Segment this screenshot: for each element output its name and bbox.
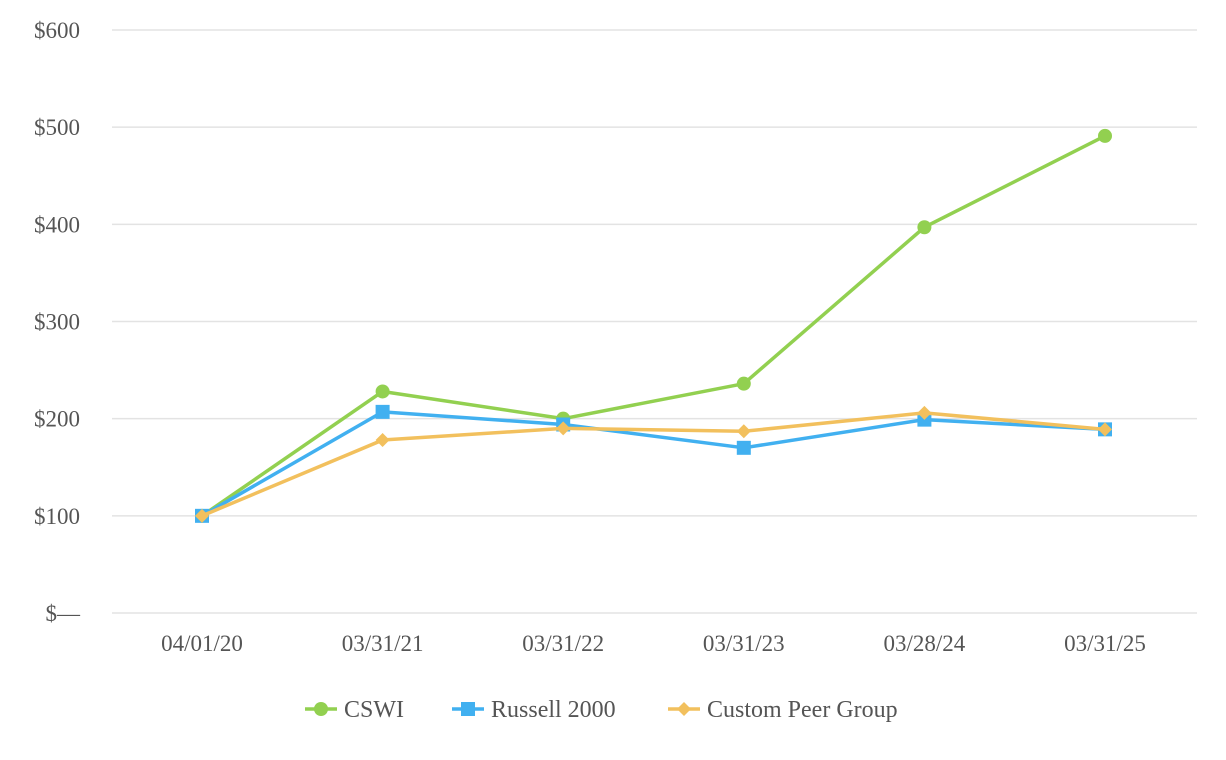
y-tick-label: $600 — [34, 18, 80, 43]
data-point — [917, 405, 932, 420]
data-point — [736, 424, 751, 439]
legend-marker — [314, 702, 328, 716]
data-point — [736, 440, 751, 455]
legend-label: Russell 2000 — [491, 697, 616, 723]
x-tick-label: 03/31/23 — [703, 631, 785, 656]
y-tick-label: $300 — [34, 310, 80, 335]
series-cswi — [195, 128, 1112, 523]
grid-layer — [112, 29, 1197, 614]
data-point — [736, 376, 751, 391]
legend: CSWI Russell 2000 Custom Peer Group — [305, 697, 898, 723]
data-point — [917, 220, 932, 235]
y-tick-label: $— — [46, 601, 82, 626]
legend-marker — [461, 702, 475, 716]
y-axis: $— $100 $200 $300 $400 $500 $600 — [34, 18, 81, 626]
y-tick-label: $400 — [34, 212, 80, 237]
y-tick-label: $500 — [34, 115, 80, 140]
legend-label: Custom Peer Group — [707, 697, 898, 723]
series-layer — [195, 128, 1112, 523]
data-point — [375, 433, 390, 448]
x-tick-label: 03/31/22 — [522, 631, 604, 656]
data-point — [375, 404, 390, 419]
series-custom-peer-group — [195, 405, 1112, 523]
y-tick-label: $100 — [34, 504, 80, 529]
legend-item: Custom Peer Group — [668, 697, 898, 723]
x-tick-label: 03/28/24 — [884, 631, 966, 656]
x-axis: 04/01/20 03/31/21 03/31/22 03/31/23 03/28/24… — [161, 631, 1146, 656]
data-point — [556, 421, 571, 436]
data-point — [1098, 422, 1112, 437]
series-russell-2000 — [195, 404, 1112, 523]
series-line — [200, 410, 1107, 518]
legend-marker — [677, 702, 691, 716]
data-point — [1098, 128, 1112, 143]
series-line — [200, 134, 1107, 518]
x-tick-label: 03/31/21 — [342, 631, 424, 656]
data-point — [195, 508, 209, 523]
series-line — [200, 411, 1107, 518]
legend-item: CSWI — [305, 697, 404, 723]
legend-item: Russell 2000 — [452, 697, 616, 723]
x-tick-label: 03/31/25 — [1064, 631, 1146, 656]
x-tick-label: 04/01/20 — [161, 631, 243, 656]
y-tick-label: $200 — [34, 407, 80, 432]
data-point — [375, 384, 390, 399]
legend-label: CSWI — [344, 697, 404, 723]
